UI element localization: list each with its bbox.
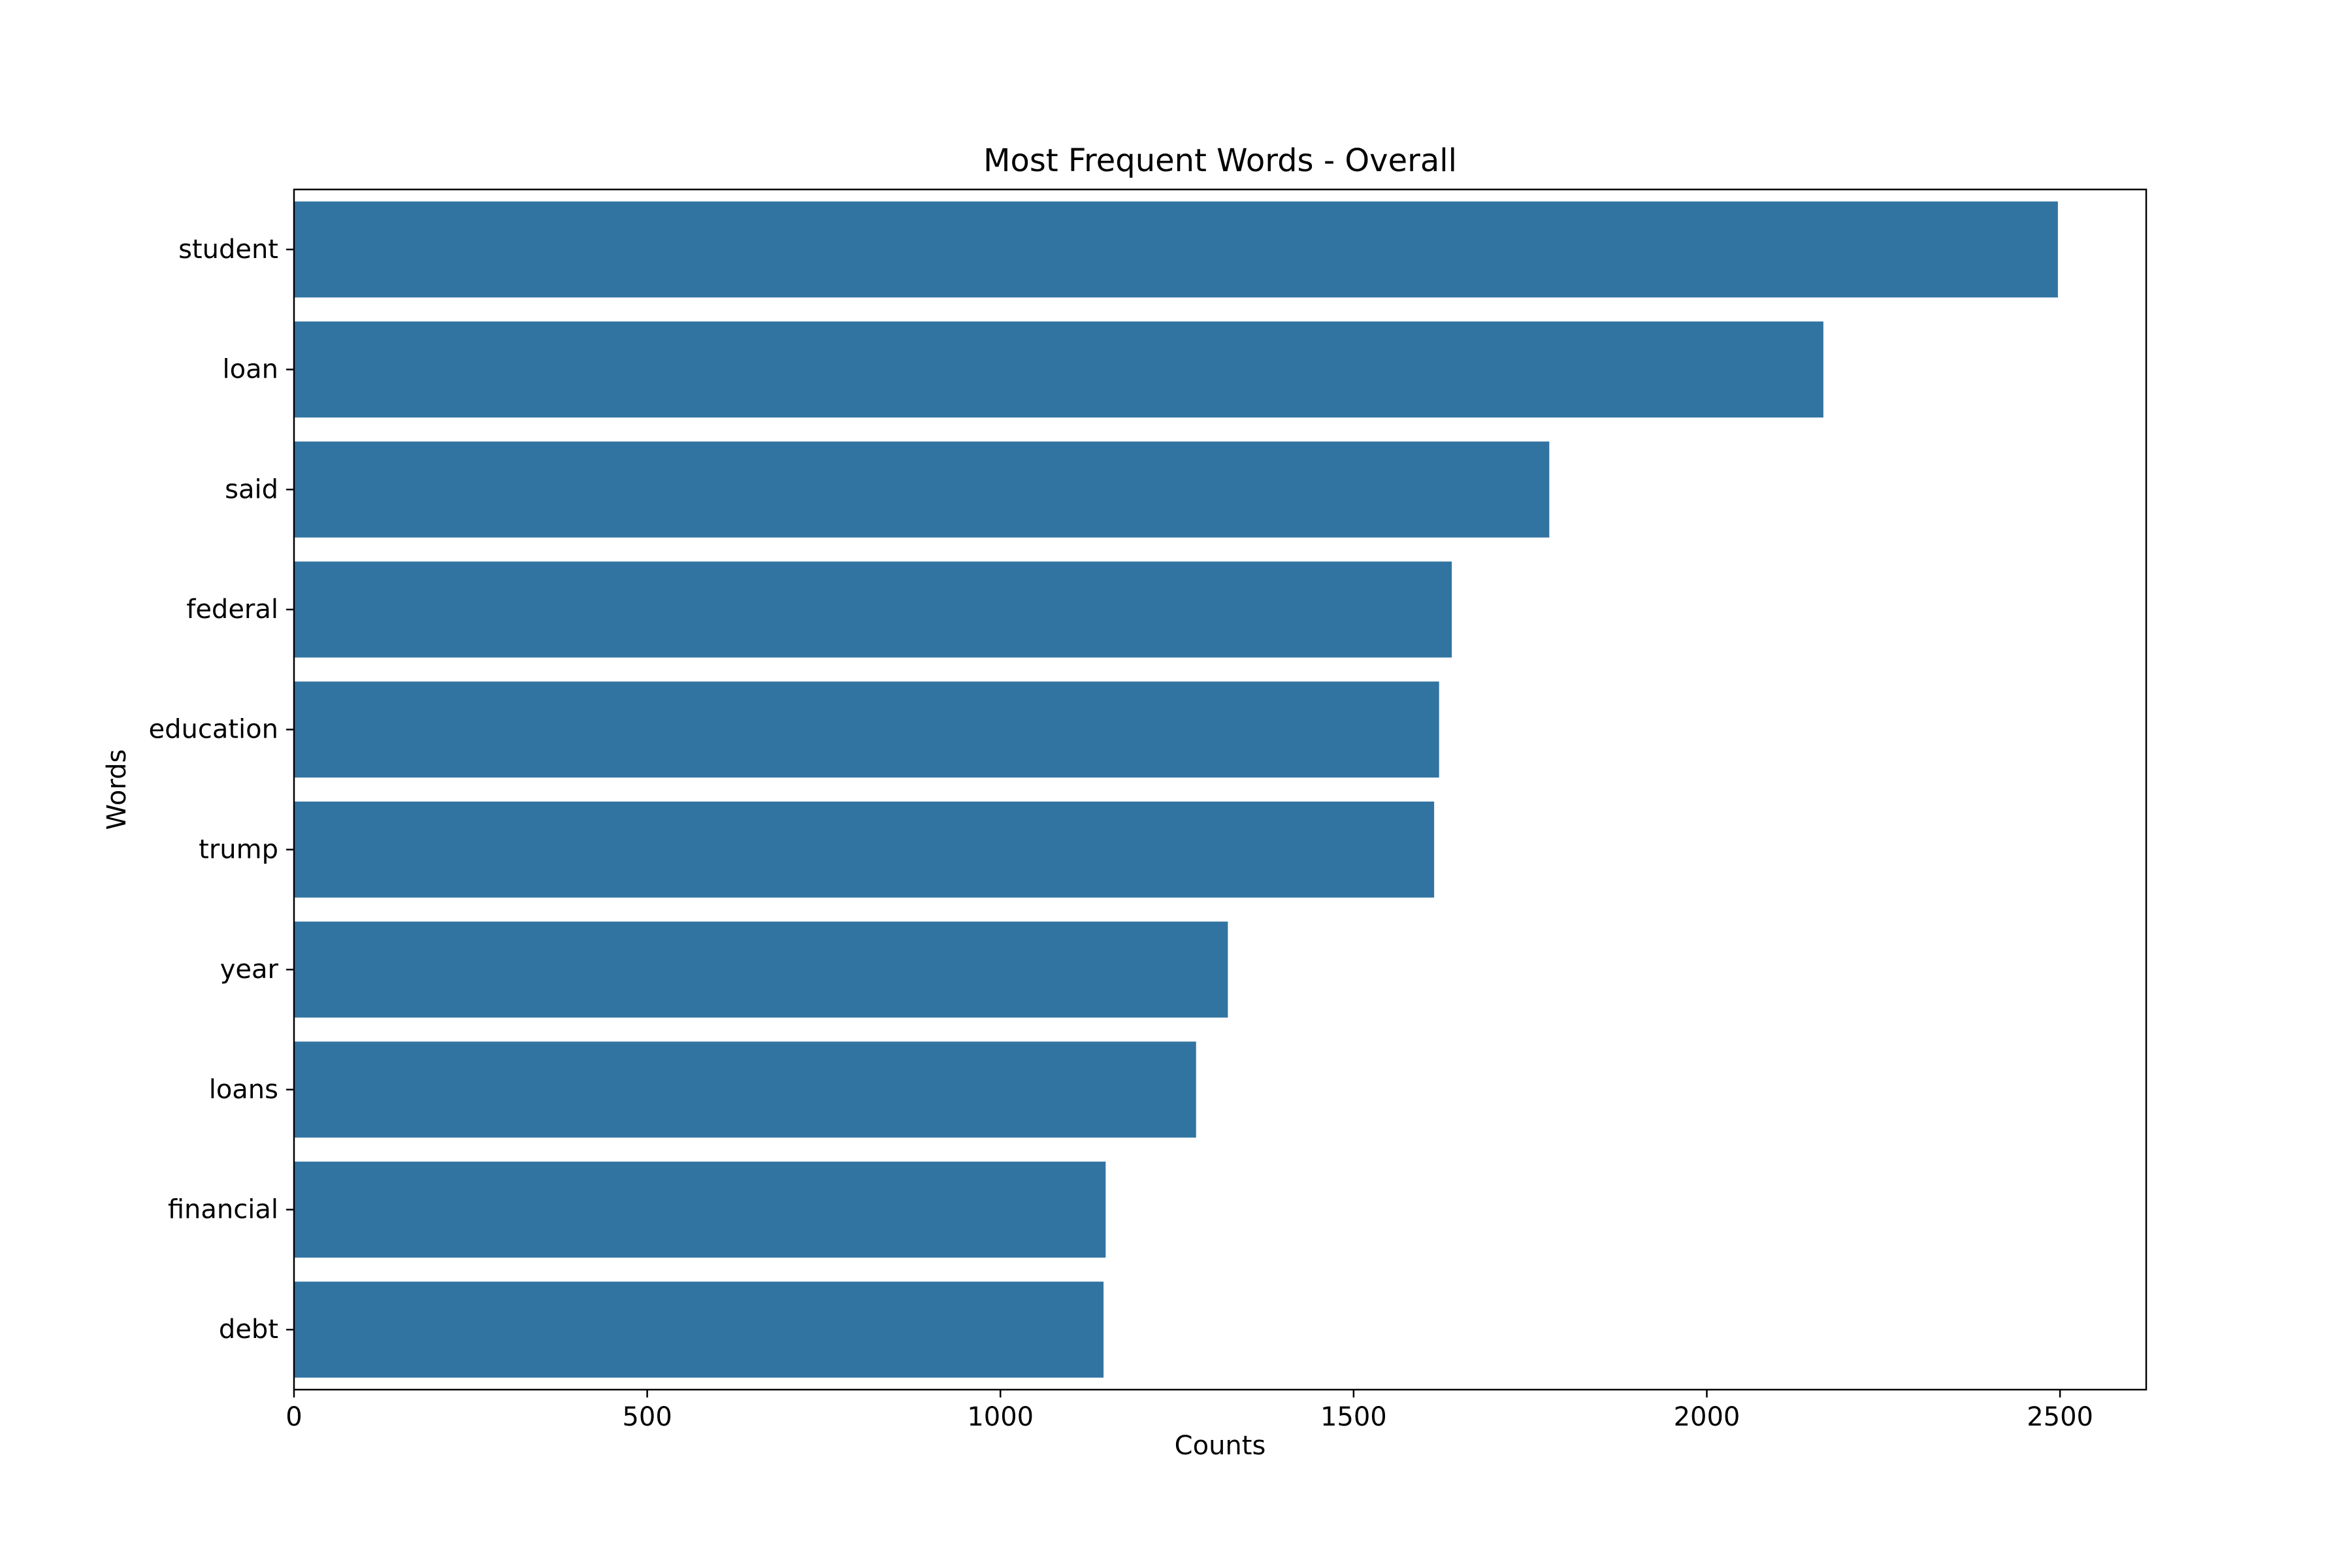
bar-financial <box>294 1161 1106 1258</box>
bar-debt <box>294 1281 1104 1378</box>
x-tick-label-1500: 1500 <box>1320 1402 1387 1432</box>
bar-said <box>294 441 1550 538</box>
y-axis-label: Words <box>102 749 132 830</box>
x-tick-label-500: 500 <box>622 1402 672 1432</box>
x-tick-label-2000: 2000 <box>1674 1402 1740 1432</box>
axes-frame <box>293 188 2148 1391</box>
bar-loans <box>294 1041 1196 1138</box>
x-tick-label-2500: 2500 <box>2027 1402 2093 1432</box>
y-tick-label-student: student <box>178 235 278 265</box>
y-tick-label-loans: loans <box>209 1075 278 1105</box>
y-ticks-layer: student loan said federal education trump year… <box>149 235 294 1345</box>
bar-year <box>294 921 1228 1018</box>
bar-education <box>294 681 1439 778</box>
bar-trump <box>294 801 1435 898</box>
x-ticks-layer: 0 500 1000 1500 2000 2500 <box>286 1390 2093 1432</box>
bars-layer <box>294 201 2058 1378</box>
y-tick-label-year: year <box>220 955 279 985</box>
y-tick-label-financial: financial <box>168 1194 278 1224</box>
bar-loan <box>294 321 1823 418</box>
x-tick-label-1000: 1000 <box>967 1402 1034 1432</box>
x-tick-label-0: 0 <box>286 1402 302 1432</box>
bar-student <box>294 201 2058 298</box>
y-tick-label-said: said <box>225 474 278 504</box>
y-tick-label-loan: loan <box>223 355 278 385</box>
y-tick-label-education: education <box>149 715 278 745</box>
y-tick-label-debt: debt <box>219 1315 278 1345</box>
chart-title: Most Frequent Words - Overall <box>983 142 1457 179</box>
bar-federal <box>294 561 1452 658</box>
y-tick-label-trump: trump <box>199 834 278 864</box>
y-tick-label-federal: federal <box>186 595 278 625</box>
x-axis-label: Counts <box>1175 1431 1266 1461</box>
